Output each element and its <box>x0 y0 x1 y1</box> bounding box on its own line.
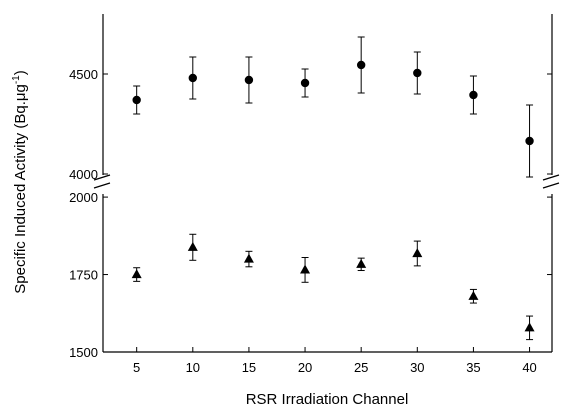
series-triangle-markers <box>131 233 535 341</box>
data-point-triangle <box>356 258 367 268</box>
data-point-circle <box>525 136 534 146</box>
x-tick-label: 25 <box>354 360 368 375</box>
x-tick-label: 30 <box>410 360 424 375</box>
data-point-triangle <box>524 322 535 332</box>
series-circle-markers <box>132 36 534 178</box>
x-tick-label: 35 <box>466 360 480 375</box>
data-point-circle <box>132 95 141 105</box>
data-point-circle <box>413 68 422 78</box>
data-point-circle <box>188 73 197 83</box>
x-axis-ticks: 5 10 15 20 25 30 35 40 <box>133 347 537 375</box>
y-tick-label-lower: 2000 <box>69 190 98 205</box>
y-axis-label: Specific Induced Activity (Bq.μg-1) <box>11 70 29 293</box>
lower-plot-frame <box>102 194 553 353</box>
x-axis-label: RSR Irradiation Channel <box>246 391 409 408</box>
data-point-triangle <box>187 241 198 251</box>
x-tick-label: 15 <box>242 360 256 375</box>
data-point-triangle <box>412 248 423 258</box>
data-point-triangle <box>468 290 479 300</box>
y-axis-label-superscript: -1 <box>11 75 22 84</box>
axis-break-right <box>542 174 560 189</box>
data-point-circle <box>356 60 366 70</box>
x-tick-label: 20 <box>298 360 312 375</box>
y-tick-label-lower: 1750 <box>69 268 98 283</box>
x-tick-label: 5 <box>133 360 140 375</box>
x-tick-label: 10 <box>186 360 200 375</box>
data-point-triangle <box>131 269 142 279</box>
data-point-triangle <box>243 253 254 263</box>
y-tick-label-upper: 4000 <box>69 167 98 182</box>
upper-plot-frame <box>102 14 553 175</box>
axis-break-left <box>93 174 111 189</box>
data-point-circle <box>244 75 254 85</box>
y-axis-ticks-upper: 4000 4500 <box>69 67 552 182</box>
y-axis-ticks-lower: 1500 1750 2000 <box>69 190 552 360</box>
data-point-circle <box>300 78 310 88</box>
y-tick-label-upper: 4500 <box>69 67 98 82</box>
y-tick-label-lower: 1500 <box>69 345 98 360</box>
data-point-triangle <box>300 264 311 274</box>
x-tick-label: 40 <box>522 360 536 375</box>
data-point-circle <box>469 90 478 100</box>
